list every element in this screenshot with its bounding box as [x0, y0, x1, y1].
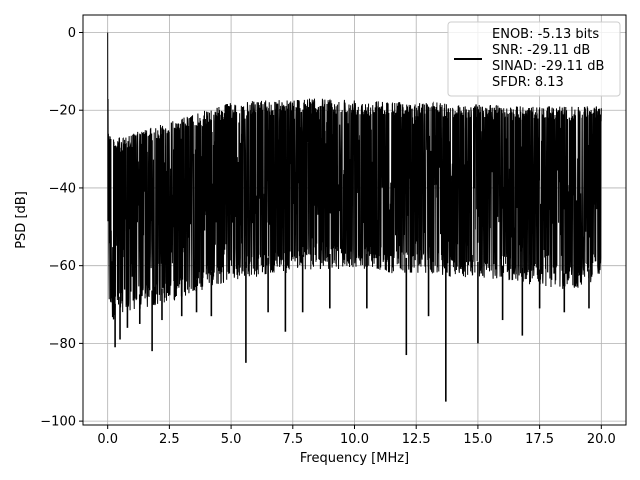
- legend-box: [447, 21, 621, 97]
- y-tick-label: −20: [49, 104, 76, 119]
- legend: ENOB: -5.13 bits SNR: -29.11 dB SINAD: -…: [447, 21, 621, 97]
- x-tick-label: 20.0: [587, 432, 616, 447]
- x-tick-label: 12.5: [402, 432, 431, 447]
- y-tick-label: −100: [40, 415, 76, 430]
- psd-trace: [107, 32, 602, 402]
- x-tick-label: 17.5: [525, 432, 554, 447]
- y-tick-label: −40: [49, 181, 76, 196]
- x-axis-label: Frequency [MHz]: [300, 451, 409, 466]
- legend-snr: SNR: -29.11 dB: [492, 43, 590, 58]
- legend-enob: ENOB: -5.13 bits: [492, 27, 599, 42]
- legend-sfdr: SFDR: 8.13: [492, 75, 564, 90]
- y-tick-label: −80: [49, 337, 76, 352]
- x-tick-label: 0.0: [97, 432, 118, 447]
- x-tick-label: 5.0: [221, 432, 242, 447]
- psd-line: [107, 32, 602, 320]
- x-tick-label: 7.5: [282, 432, 303, 447]
- x-tick-label: 15.0: [463, 432, 492, 447]
- axis-ticks: 0.0 2.5 5.0 7.5 10.0 12.5 15.0 17.5 20.0 0 −20 −40 −…: [40, 26, 616, 447]
- x-tick-label: 2.5: [159, 432, 180, 447]
- y-axis-label: PSD [dB]: [14, 191, 29, 249]
- x-tick-label: 10.0: [340, 432, 369, 447]
- y-tick-label: −60: [49, 259, 76, 274]
- legend-sinad: SINAD: -29.11 dB: [492, 59, 604, 74]
- y-tick-label: 0: [68, 26, 76, 41]
